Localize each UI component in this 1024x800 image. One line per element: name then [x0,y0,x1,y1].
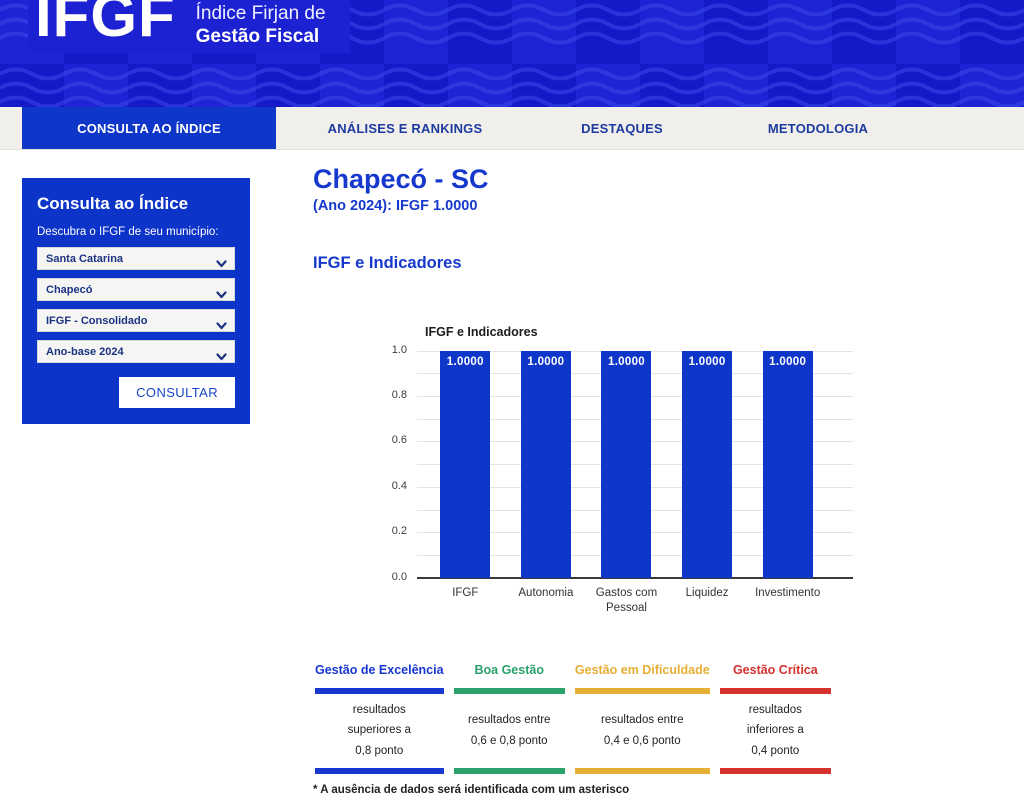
legend-item-gest-o-cr-tica: Gestão Crítica resultados inferiores a 0,4 … [719,662,831,774]
y-tick-label: 0.2 [391,525,407,538]
legend-description: resultados inferiores a 0,4 ponto [746,703,804,758]
x-category-label: Gastos com Pessoal [595,586,658,615]
x-category-label: IFGF [452,586,479,599]
chart-bar-liquidez: 1.0000 [682,350,733,578]
consultar-button[interactable]: CONSULTAR [119,377,235,408]
chart-bar-ifgf: 1.0000 [440,350,491,578]
consultar-row: CONSULTAR [37,377,235,408]
legend-color-bar [574,687,710,694]
bar-column: 1.0000 [506,350,587,578]
state-select[interactable]: Santa Catarina [38,248,234,269]
bar-value-label: 1.0000 [527,355,565,368]
state-select-wrap: Santa Catarina [37,247,235,270]
classification-legend: Gestão de Excelência resultados superiores… [315,663,831,774]
chart-bar-gastos-com: 1.0000 [601,350,652,578]
year-select[interactable]: Ano-base 2024 [38,341,234,362]
footnote: * A ausência de dados será identificada … [313,783,630,796]
site-header: IFGF Índice Firjan de Gestão Fiscal [0,0,1024,107]
index-select[interactable]: IFGF - Consolidado [38,310,234,331]
bar-value-label: 1.0000 [769,355,807,368]
legend-color-bar [315,767,444,774]
page-subtitle: (Ano 2024): IFGF 1.0000 [313,197,478,214]
logo-row: IFGF Índice Firjan de Gestão Fiscal [35,0,326,49]
legend-description: resultados entre 0,6 e 0,8 ponto [467,714,551,747]
bar-column: 1.0000 [586,350,667,578]
plot-area: 1.0000 1.0000 1.0000 1.0000 1.0000 [417,350,853,579]
ifgf-logo: IFGF [35,0,176,49]
legend-item-gest-o-em-dificuldade: Gestão em Dificuldade resultados entre 0,4… [574,662,710,774]
consulta-panel-subtitle: Descubra o IFGF de seu município: [37,226,219,238]
legend-description: resultados superiores a 0,8 ponto [347,703,411,758]
year-select-wrap: Ano-base 2024 [37,340,235,363]
y-tick-label: 0.4 [391,479,407,492]
x-category-label: Investimento [755,586,821,599]
y-axis: 0.0 0.2 0.4 0.6 0.8 1.0 [313,344,425,583]
x-category-label: Liquidez [685,586,729,599]
main-navigation: CONSULTA AO ÍNDICE ANÁLISES E RANKINGS DES… [0,107,1024,150]
y-tick-label: 0.8 [391,389,407,402]
tab-consulta-ao-ndice[interactable]: CONSULTA AO ÍNDICE [22,107,276,149]
tab-an-lises-e-rankings[interactable]: ANÁLISES E RANKINGS [327,120,483,136]
legend-title: Gestão de Excelência [315,662,444,677]
x-axis-line [417,576,853,579]
results-area: Chapecó - SC (Ano 2024): IFGF 1.0000 IFG… [313,164,1003,796]
city-select-wrap: Chapecó [37,278,235,301]
legend-color-bar [719,767,831,774]
consulta-panel-title: Consulta ao Índice [37,194,189,213]
section-heading: IFGF e Indicadores [313,253,462,272]
x-axis-labels: IFGF Autonomia Gastos com Pessoal Liquidez I… [425,586,853,617]
legend-title: Gestão em Dificuldade [574,662,710,677]
consulta-panel: Consulta ao Índice Descubra o IFGF de se… [22,178,250,424]
legend-color-bar [574,767,710,774]
chart-bar-autonomia: 1.0000 [520,350,571,578]
legend-color-bar [453,767,565,774]
bars-container: 1.0000 1.0000 1.0000 1.0000 1.0000 [425,350,853,578]
ifgf-bar-chart: IFGF e Indicadores 0.0 0.2 0.4 0.6 0.8 1.0 1.… [313,325,853,617]
chart-body: 0.0 0.2 0.4 0.6 0.8 1.0 1.0000 1.0000 1.0000 1.0… [313,344,853,583]
legend-color-bar [719,687,831,694]
legend-color-bar [453,687,565,694]
legend-item-boa-gest-o: Boa Gestão resultados entre 0,6 e 0,8 pont… [453,662,565,774]
bar-value-label: 1.0000 [607,355,645,368]
bar-value-label: 1.0000 [446,355,484,368]
legend-title: Gestão Crítica [732,662,818,677]
x-category-label: Autonomia [518,586,574,599]
bar-value-label: 1.0000 [688,355,726,368]
content-area: Consulta ao Índice Descubra o IFGF de se… [0,150,1024,800]
y-tick-label: 0.0 [391,570,407,583]
bar-column: 1.0000 [747,350,828,578]
logo-backdrop [28,0,350,53]
logo-tagline: Índice Firjan de Gestão Fiscal [196,3,326,49]
tab-metodologia[interactable]: METODOLOGIA [767,120,869,136]
legend-item-gest-o-de-excel-ncia: Gestão de Excelência resultados superiores… [315,663,444,774]
bar-column: 1.0000 [425,350,506,578]
bar-column: 1.0000 [667,350,748,578]
tab-destaques[interactable]: DESTAQUES [581,120,663,136]
legend-title: Boa Gestão [474,662,544,677]
legend-color-bar [315,687,444,694]
city-select[interactable]: Chapecó [38,279,234,300]
y-tick-label: 0.6 [391,434,407,447]
y-tick-label: 1.0 [391,343,407,356]
chart-bar-investimento: 1.0000 [762,350,813,578]
legend-description: resultados entre 0,4 e 0,6 ponto [601,714,684,747]
tagline-line1: Índice Firjan de [195,3,326,24]
tagline-line2: Gestão Fiscal [195,25,320,47]
page-title: Chapecó - SC [313,164,489,194]
chart-title: IFGF e Indicadores [425,324,538,339]
index-select-wrap: IFGF - Consolidado [37,309,235,332]
